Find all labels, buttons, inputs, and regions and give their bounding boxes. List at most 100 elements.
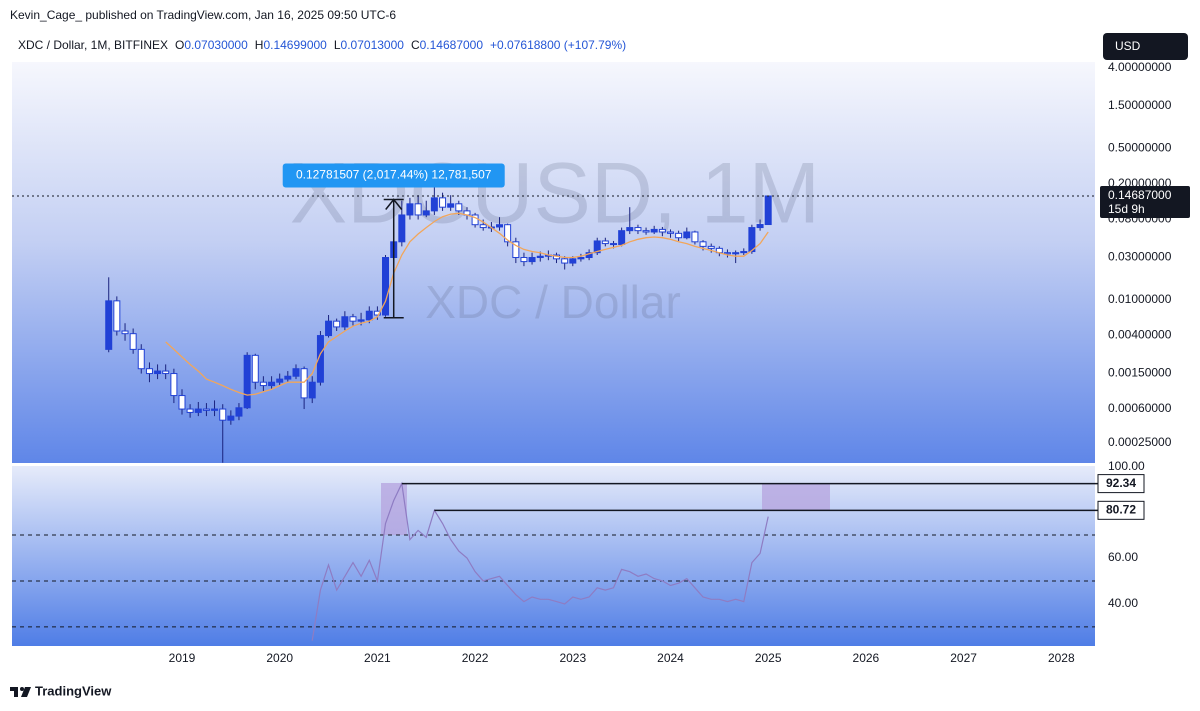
brand-logo [10,687,31,697]
ohlc-label: L [333,38,341,52]
candle-body [259,381,267,387]
marker-box [1097,474,1145,494]
candle-body [707,245,715,249]
candle-body [593,240,601,254]
candle-body [398,214,406,243]
y-tick-label: 0.00060000 [1108,401,1172,415]
y-tick-label: 0.03000000 [1108,250,1172,264]
candle-body [349,316,357,322]
candle-body [357,319,365,322]
candle-body [373,310,381,316]
y-tick-label: 0.50000000 [1108,141,1172,155]
candle-body [536,255,544,259]
marker-label: 80.72 [1106,502,1136,516]
ohlc-item: H0.14699000 [255,38,327,52]
candle-body [642,230,650,233]
candle-body [422,210,430,216]
x-tick-label: 2025 [755,651,782,665]
candle-body [365,310,373,321]
candle-body [447,203,455,208]
candle-body [219,408,227,421]
watermark: XDCUSD, 1M [290,146,820,242]
y-tick-label: 40.00 [1108,596,1138,610]
candle-body [235,407,243,417]
measure-box [282,163,505,188]
ohlc-value: 0.14699000 [263,38,327,52]
candle-body [341,316,349,328]
candle-body [675,232,683,239]
candle-body [691,231,699,243]
brand-name: TradingView [35,683,112,698]
x-tick-label: 2028 [1048,651,1075,665]
ohlc-label: C [410,38,420,52]
y-tick-label: 0.00150000 [1108,366,1172,380]
last-price-label: 0.14687000 [1108,188,1172,202]
candle-body [178,395,186,410]
x-tick-label: 2019 [169,651,196,665]
price-pane [12,62,1095,463]
marker-label: 92.34 [1106,476,1136,490]
measure-arrow [385,198,403,210]
candle-body [284,375,292,380]
candle-body [626,227,634,232]
candle-body [618,230,626,245]
candle-body [528,257,536,263]
candle-body [601,240,609,245]
candle-body [650,228,658,233]
watermark: XDC / Dollar [425,276,681,328]
candle-body [414,203,422,216]
candle-body [610,243,618,246]
y-tick-label: 0.01000000 [1108,292,1172,306]
candle-body [211,408,219,411]
candle-body [308,381,316,399]
rsi-pane [12,466,1095,646]
candle-body [276,378,284,383]
candle-body [113,300,121,332]
candle-body [764,195,772,226]
x-tick-label: 2022 [462,651,489,665]
candle-body [268,381,276,387]
candle-body [520,257,528,263]
candle-body [666,231,674,234]
y-tick-label: 1.50000000 [1108,98,1172,112]
candle-body [634,227,642,232]
candle-body [292,368,300,377]
candle-body [129,333,137,350]
candle-body [496,224,504,228]
countdown: 15d 9h [1108,202,1145,216]
candle-body [227,415,235,421]
ohlc-item: C0.14687000 [411,38,483,52]
candle-body [504,224,512,243]
ohlc-value: 0.14687000 [419,38,484,52]
candle-body [243,354,251,409]
candle-body [300,368,308,399]
ohlc-item: O0.07030000 [175,38,248,52]
symbol: XDC / Dollar, 1M, BITFINEX [18,38,169,52]
candle-body [683,231,691,239]
x-tick-label: 2020 [266,651,293,665]
x-tick-label: 2024 [657,651,684,665]
x-tick-label: 2026 [853,651,880,665]
candle-body [512,241,520,259]
ohlc-value: 0.07013000 [340,38,404,52]
currency-button[interactable] [1103,33,1188,60]
y-tick-label: 0.00400000 [1108,328,1172,342]
moving-average [165,212,769,396]
candle-body [105,300,113,350]
measure-label: 0.12781507 (2,017.44%) 12,781,507 [296,168,492,182]
candle-body [740,251,748,254]
candle-body [430,197,438,212]
candle-body [145,368,153,375]
candle-body [137,348,145,370]
candle-body [251,354,259,383]
candle-body [455,203,463,212]
candle-body [561,258,569,264]
ohlc-label: H [254,38,264,52]
ohlc-label: O [175,38,185,52]
candle-body [723,252,731,255]
y-tick-label: 60.00 [1108,550,1138,564]
candle-body [479,224,487,229]
x-tick-label: 2027 [950,651,977,665]
currency-label: USD [1115,39,1141,53]
last-price-box [1100,185,1190,218]
